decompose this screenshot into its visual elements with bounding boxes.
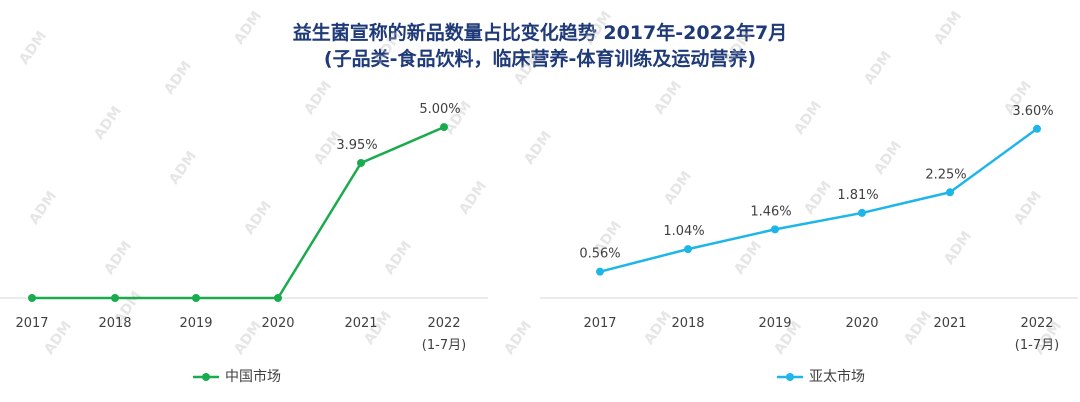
data-point bbox=[28, 294, 36, 302]
x-tick-label: 2020 bbox=[845, 316, 878, 331]
x-tick-label: 2019 bbox=[758, 316, 791, 331]
chart-title-line1: 益生菌宣称的新品数量占比变化趋势 2017年-2022年7月 bbox=[292, 22, 788, 44]
x-tick-sublabel: (1-7月) bbox=[1015, 338, 1059, 353]
legend-label: 亚太市场 bbox=[809, 368, 865, 385]
series-line bbox=[32, 125, 445, 300]
data-point bbox=[684, 245, 692, 254]
x-tick-label: 2020 bbox=[261, 316, 294, 331]
data-label: 1.46% bbox=[750, 204, 791, 219]
x-tick-label: 2018 bbox=[98, 316, 131, 331]
x-tick-label: 2021 bbox=[344, 316, 377, 331]
data-point bbox=[440, 123, 448, 132]
data-point bbox=[771, 225, 779, 234]
data-label: 3.60% bbox=[1012, 104, 1053, 119]
data-label: 2.25% bbox=[925, 167, 966, 182]
data-point bbox=[596, 267, 604, 276]
x-tick-label: 2021 bbox=[933, 316, 966, 331]
x-tick-label: 2017 bbox=[15, 316, 48, 331]
series-line bbox=[599, 127, 1038, 273]
data-label: 0.56% bbox=[579, 247, 620, 262]
legend-label: 中国市场 bbox=[225, 368, 281, 385]
data-point bbox=[858, 208, 866, 217]
chart-title-line2: (子品类-食品饮料，临床营养-体育训练及运动营养) bbox=[323, 48, 757, 70]
x-tick-label: 2022 bbox=[427, 316, 460, 331]
data-point bbox=[946, 188, 954, 197]
data-point bbox=[192, 294, 200, 302]
data-label: 1.81% bbox=[837, 188, 878, 203]
x-tick-label: 2019 bbox=[179, 316, 212, 331]
x-tick-label: 2017 bbox=[583, 316, 616, 331]
x-tick-sublabel: (1-7月) bbox=[422, 338, 466, 353]
legend-marker bbox=[202, 373, 210, 381]
x-tick-label: 2018 bbox=[671, 316, 704, 331]
data-point bbox=[357, 158, 365, 167]
legend-marker bbox=[786, 373, 794, 381]
data-point bbox=[111, 294, 119, 302]
data-label: 5.00% bbox=[419, 102, 460, 117]
data-point bbox=[1033, 124, 1041, 133]
x-tick-label: 2022 bbox=[1020, 316, 1053, 331]
data-point bbox=[274, 294, 282, 302]
data-label: 3.95% bbox=[336, 138, 377, 153]
data-label: 1.04% bbox=[663, 224, 704, 239]
